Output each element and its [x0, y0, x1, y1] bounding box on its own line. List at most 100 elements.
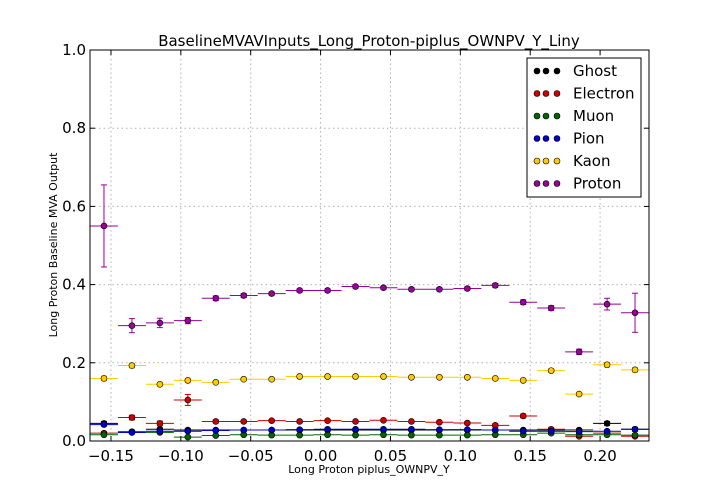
- data-point: [547, 367, 555, 374]
- data-point: [240, 426, 248, 434]
- x-tick-label: 0.00: [304, 447, 337, 465]
- series-proton: [90, 184, 649, 356]
- y-tick-label: 0.8: [62, 119, 86, 137]
- data-point: [156, 381, 164, 388]
- legend-marker: [533, 112, 541, 120]
- data-point: [324, 417, 331, 424]
- data-point: [547, 304, 555, 312]
- legend-label: Ghost: [573, 62, 617, 80]
- data-point: [603, 420, 611, 427]
- data-point: [436, 373, 443, 381]
- y-tick-label: 0.0: [62, 432, 86, 450]
- legend-marker: [553, 157, 561, 165]
- data-point: [268, 417, 275, 424]
- data-point: [240, 375, 248, 383]
- y-tick-label: 0.4: [62, 276, 86, 294]
- x-tick-label: 0.20: [583, 447, 616, 465]
- data-point: [380, 284, 387, 292]
- data-point: [464, 426, 471, 433]
- data-point: [156, 420, 164, 427]
- data-point: [380, 431, 387, 439]
- y-tick-label: 1.0: [62, 41, 86, 59]
- data-point: [212, 427, 220, 434]
- legend-marker: [553, 180, 561, 187]
- data-point: [184, 433, 192, 441]
- data-point: [184, 377, 192, 384]
- data-point: [268, 290, 275, 297]
- legend-label: Muon: [573, 107, 614, 125]
- data-point: [352, 373, 359, 380]
- legend-marker: [542, 157, 550, 165]
- data-point: [324, 287, 331, 294]
- legend-box: [526, 57, 642, 198]
- data-point: [436, 426, 443, 433]
- x-tick-label: −0.05: [228, 447, 274, 465]
- y-tick-label: 0.6: [62, 197, 86, 215]
- legend-marker: [553, 135, 561, 142]
- legend-label: Kaon: [573, 152, 610, 170]
- data-point: [156, 319, 164, 327]
- data-point: [352, 283, 359, 290]
- legend-marker: [533, 67, 541, 75]
- data-point: [464, 373, 471, 381]
- data-point: [184, 317, 192, 324]
- legend-item-pion: Pion: [533, 130, 605, 148]
- legend: Ghost Electron Muon Pion Kaon Proton: [526, 57, 642, 198]
- data-point: [603, 361, 611, 369]
- chart-title: BaselineMVAVInputs_Long_Proton-piplus_OW…: [158, 32, 580, 51]
- data-point: [212, 418, 220, 425]
- data-point: [128, 322, 136, 329]
- legend-label: Pion: [573, 130, 605, 148]
- data-point: [100, 431, 108, 439]
- data-point: [212, 379, 220, 386]
- data-point: [547, 427, 555, 435]
- plot-frame: [89, 49, 650, 442]
- legend-marker: [553, 67, 561, 75]
- data-point: [575, 428, 583, 435]
- x-tick-label: −0.15: [88, 447, 134, 465]
- data-point: [212, 294, 220, 302]
- data-point: [184, 396, 192, 404]
- data-point: [408, 373, 415, 381]
- data-point: [296, 373, 303, 380]
- data-point: [296, 431, 303, 439]
- data-point: [296, 418, 303, 425]
- legend-marker: [533, 135, 541, 142]
- data-point: [100, 421, 108, 428]
- legend-marker: [542, 90, 550, 97]
- data-point: [128, 429, 136, 436]
- data-point: [631, 309, 639, 317]
- legend-label: Proton: [573, 175, 621, 193]
- data-point: [603, 427, 611, 435]
- data-point: [184, 427, 192, 435]
- data-point: [296, 426, 303, 433]
- data-point: [240, 292, 248, 299]
- data-point: [408, 418, 415, 425]
- data-point: [296, 287, 303, 294]
- data-point: [408, 425, 415, 433]
- data-point: [240, 418, 248, 425]
- x-tick-labels: −0.15 −0.10 −0.05 0.00 0.05 0.10 0.15 0.20: [88, 447, 617, 465]
- legend-marker: [533, 90, 541, 97]
- data-point: [380, 425, 387, 433]
- series-kaon: [90, 361, 649, 398]
- y-axis-label: Long Proton Baseline MVA Output: [47, 152, 60, 337]
- legend-item-electron: Electron: [533, 85, 635, 103]
- data-point: [324, 373, 331, 380]
- data-point: [436, 418, 443, 426]
- data-point: [128, 414, 136, 421]
- data-point: [436, 431, 443, 439]
- data-point: [464, 419, 471, 427]
- data-point: [575, 390, 583, 398]
- data-point: [352, 431, 359, 439]
- tick-marks: [90, 49, 649, 442]
- legend-marker: [553, 112, 561, 120]
- legend-item-kaon: Kaon: [533, 152, 610, 170]
- legend-marker: [542, 135, 550, 142]
- legend-marker: [542, 112, 550, 120]
- x-axis-label: Long Proton piplus_OWNPV_Y: [288, 463, 450, 476]
- data-point: [268, 375, 275, 383]
- y-tick-labels: 0.0 0.2 0.4 0.6 0.8 1.0: [62, 41, 86, 450]
- series-pion: [90, 421, 649, 436]
